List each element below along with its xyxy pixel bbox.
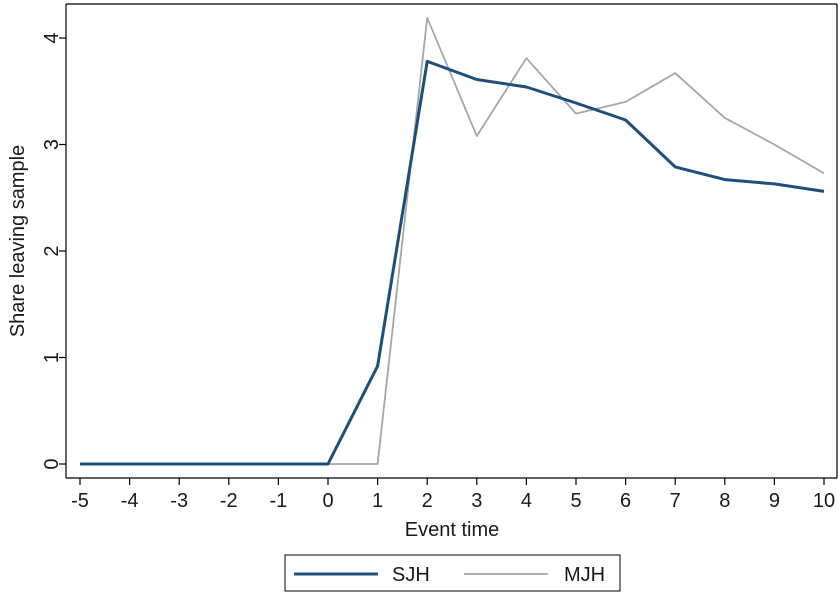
x-tick-label: -1: [270, 490, 288, 512]
x-tick-label: -5: [71, 490, 89, 512]
x-tick-label: 2: [422, 490, 433, 512]
x-tick-label: 6: [620, 490, 631, 512]
x-tick-label: 7: [670, 490, 681, 512]
y-tick-label: 2: [41, 245, 63, 256]
legend: SJH MJH: [285, 555, 620, 591]
x-tick-label: -4: [121, 490, 139, 512]
x-tick-label: 0: [322, 490, 333, 512]
series-layer: [80, 18, 824, 464]
y-tick-label: 0: [41, 458, 63, 469]
legend-label-sjh: SJH: [392, 564, 430, 586]
x-tick-label: 10: [813, 490, 835, 512]
x-tick-label: 8: [719, 490, 730, 512]
x-tick-label: -3: [170, 490, 188, 512]
y-tick-label: 1: [41, 352, 63, 363]
x-tick-label: -2: [220, 490, 238, 512]
x-axis-title: Event time: [405, 519, 499, 541]
x-tick-label: 5: [570, 490, 581, 512]
x-tick-label: 1: [372, 490, 383, 512]
series-line-mjh: [80, 18, 824, 464]
y-tick-label: 3: [41, 139, 63, 150]
x-tick-label: 9: [769, 490, 780, 512]
y-tick-label: 4: [41, 32, 63, 43]
legend-label-mjh: MJH: [564, 564, 605, 586]
y-axis: 0 1 2 3 4: [41, 32, 66, 469]
x-tick-label: 4: [521, 490, 532, 512]
x-axis: -5 -4 -3 -2 -1 0 1 2 3 4 5 6 7 8 9 10: [71, 478, 835, 512]
series-line-sjh: [80, 61, 824, 464]
y-axis-title: Share leaving sample: [7, 145, 29, 337]
x-tick-label: 3: [471, 490, 482, 512]
